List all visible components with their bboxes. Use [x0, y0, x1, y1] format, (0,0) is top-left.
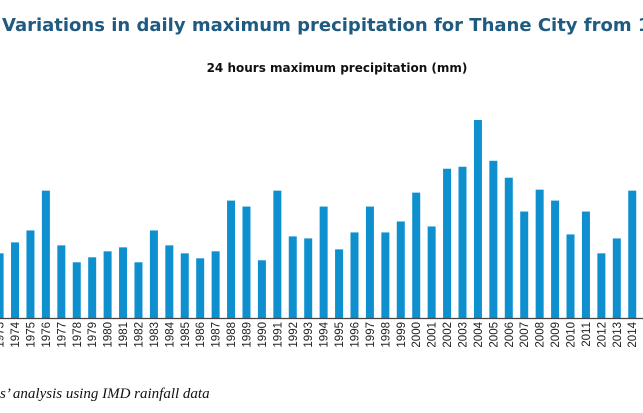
bar-1982 [134, 262, 143, 318]
bar-1988 [227, 200, 236, 318]
bar-1975 [26, 230, 35, 318]
bar-2010 [566, 234, 575, 318]
x-tick-label: 1997 [365, 322, 377, 348]
x-tick-label: 2002 [442, 322, 454, 348]
bar-2004 [473, 119, 482, 319]
x-tick-label: 2003 [458, 322, 470, 348]
bar-2013 [612, 238, 621, 318]
x-tick-label: 1996 [349, 322, 361, 348]
bar-1993 [304, 238, 313, 318]
bar-1986 [196, 258, 205, 318]
x-tick-label: 1980 [103, 322, 115, 348]
x-tick-label: 2005 [488, 322, 500, 348]
bar-1973 [0, 253, 4, 318]
bar-2003 [458, 166, 467, 318]
x-tick-label: 1976 [41, 322, 53, 348]
bar-2014 [628, 190, 637, 318]
x-tick-label: 1988 [226, 322, 238, 348]
x-tick-label: 2014 [627, 321, 639, 347]
x-tick-label: 2006 [504, 322, 516, 348]
x-tick-label: 2008 [535, 322, 547, 348]
x-tick-label: 1982 [133, 322, 145, 348]
bar-1996 [350, 232, 359, 318]
bar-1977 [57, 245, 66, 318]
x-tick-label: 2001 [427, 322, 439, 348]
x-tick-label: 2011 [581, 322, 593, 347]
bar-1998 [381, 232, 390, 318]
x-tick-label: 1993 [303, 322, 315, 348]
x-tick-label: 1992 [288, 322, 300, 348]
x-tick-label: 1986 [195, 322, 207, 348]
bar-1995 [335, 249, 344, 318]
bar-1976 [41, 190, 50, 318]
x-tick-label: 2007 [519, 322, 531, 348]
x-tick-label: 1991 [272, 322, 284, 348]
bar-1997 [365, 206, 374, 318]
bar-2007 [520, 211, 529, 318]
x-tick-label: 1984 [164, 321, 176, 347]
bar-2002 [443, 168, 452, 318]
x-tick-label: 1979 [87, 322, 99, 348]
x-tick-label: 2004 [473, 321, 485, 347]
x-tick-label: 1977 [56, 322, 68, 348]
chart-title: Variations in daily maximum precipitatio… [2, 15, 643, 36]
x-tick-label: 2010 [566, 322, 578, 348]
bar-2001 [427, 226, 436, 318]
bar-1994 [319, 206, 328, 318]
x-tick-label: 1985 [180, 322, 192, 348]
bar-1974 [11, 242, 20, 318]
x-tick-label: 1989 [241, 322, 253, 348]
bar-2011 [581, 211, 590, 318]
x-tick-label: 1975 [25, 322, 37, 348]
x-tick-label: 2000 [411, 322, 423, 348]
bar-1990 [257, 260, 266, 318]
bar-2005 [489, 160, 498, 318]
x-tick-label: 1990 [257, 322, 269, 348]
x-tick-label: 1998 [380, 322, 392, 348]
bar-1981 [119, 247, 128, 318]
x-tick-label: 1978 [72, 322, 84, 348]
bar-2000 [412, 192, 421, 318]
x-tick-label: 2009 [550, 322, 562, 348]
x-tick-label: 1995 [334, 322, 346, 348]
x-tick-label: 1973 [0, 322, 7, 348]
x-tick-label: 1994 [319, 321, 331, 347]
bar-1980 [103, 251, 112, 318]
source-note: s’ analysis using IMD rainfall data [0, 386, 210, 402]
bar-1987 [211, 251, 220, 318]
bar-1985 [180, 253, 189, 318]
x-tick-label: 1983 [149, 322, 161, 348]
bar-1989 [242, 206, 251, 318]
bar-1978 [72, 262, 81, 318]
chart-subtitle: 24 hours maximum precipitation (mm) [207, 61, 468, 75]
bar-1992 [288, 236, 297, 318]
bar-1979 [88, 257, 97, 318]
bar-1984 [165, 245, 174, 318]
bar-2008 [535, 189, 544, 318]
bar-1983 [149, 230, 158, 318]
bar-2006 [504, 177, 513, 318]
x-tick-label: 1987 [211, 322, 223, 348]
bar-2012 [597, 253, 606, 318]
x-tick-label: 2013 [612, 322, 624, 348]
bar-2009 [551, 200, 560, 318]
bar-1999 [396, 221, 405, 318]
x-tick-label: 1981 [118, 322, 130, 348]
x-tick-label: 1999 [396, 322, 408, 348]
bar-1991 [273, 190, 282, 318]
x-tick-label: 2012 [596, 322, 608, 348]
x-tick-label: 1974 [10, 321, 22, 347]
